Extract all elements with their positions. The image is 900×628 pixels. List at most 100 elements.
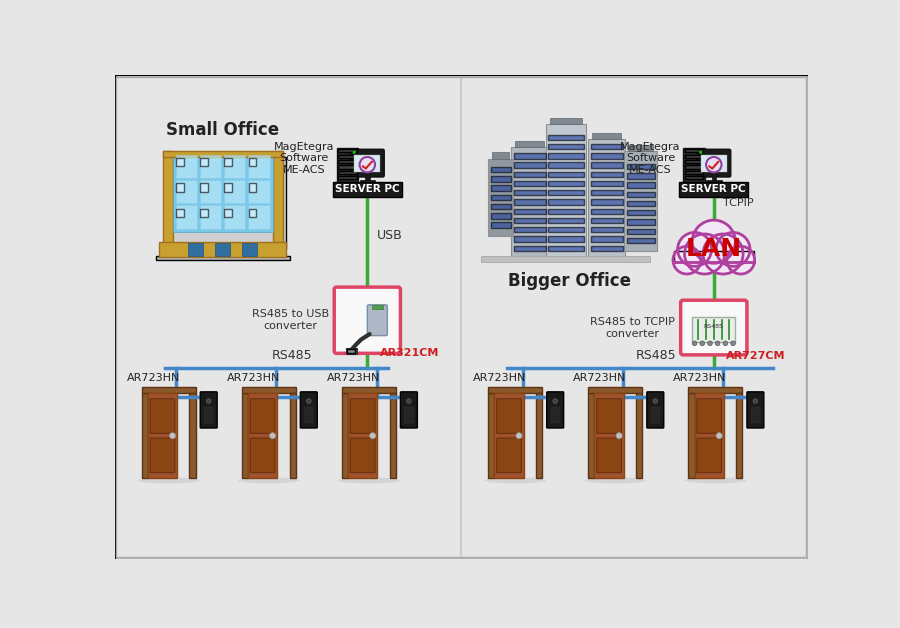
FancyBboxPatch shape bbox=[511, 147, 548, 259]
FancyBboxPatch shape bbox=[224, 208, 232, 217]
FancyBboxPatch shape bbox=[494, 393, 524, 478]
FancyBboxPatch shape bbox=[747, 392, 764, 428]
FancyBboxPatch shape bbox=[350, 399, 375, 433]
FancyBboxPatch shape bbox=[590, 199, 623, 205]
Circle shape bbox=[407, 399, 411, 403]
FancyBboxPatch shape bbox=[348, 393, 377, 478]
Text: RS485: RS485 bbox=[272, 349, 312, 362]
FancyBboxPatch shape bbox=[488, 387, 542, 393]
Text: AR723HN: AR723HN bbox=[673, 374, 726, 383]
FancyBboxPatch shape bbox=[156, 256, 291, 260]
Circle shape bbox=[731, 341, 735, 345]
Circle shape bbox=[353, 151, 356, 154]
FancyBboxPatch shape bbox=[497, 399, 521, 433]
FancyBboxPatch shape bbox=[590, 236, 623, 242]
FancyBboxPatch shape bbox=[200, 154, 221, 178]
FancyBboxPatch shape bbox=[536, 393, 542, 478]
FancyBboxPatch shape bbox=[590, 218, 623, 223]
FancyBboxPatch shape bbox=[176, 180, 197, 203]
Ellipse shape bbox=[138, 477, 200, 484]
FancyBboxPatch shape bbox=[176, 183, 184, 192]
Circle shape bbox=[516, 433, 522, 439]
FancyBboxPatch shape bbox=[338, 171, 356, 174]
FancyBboxPatch shape bbox=[551, 407, 560, 423]
FancyBboxPatch shape bbox=[590, 246, 623, 251]
FancyBboxPatch shape bbox=[592, 133, 621, 139]
FancyBboxPatch shape bbox=[712, 174, 716, 181]
Circle shape bbox=[360, 157, 375, 172]
Circle shape bbox=[706, 157, 722, 172]
FancyBboxPatch shape bbox=[491, 185, 510, 191]
FancyBboxPatch shape bbox=[514, 153, 546, 158]
FancyBboxPatch shape bbox=[290, 393, 296, 478]
Text: AR727CM: AR727CM bbox=[726, 350, 786, 360]
FancyBboxPatch shape bbox=[342, 387, 396, 393]
FancyBboxPatch shape bbox=[514, 199, 546, 205]
FancyBboxPatch shape bbox=[701, 156, 727, 172]
Circle shape bbox=[692, 220, 735, 263]
FancyBboxPatch shape bbox=[141, 387, 195, 393]
FancyBboxPatch shape bbox=[224, 205, 246, 229]
Circle shape bbox=[707, 341, 712, 345]
FancyBboxPatch shape bbox=[514, 208, 546, 214]
FancyBboxPatch shape bbox=[242, 393, 248, 478]
FancyBboxPatch shape bbox=[248, 183, 256, 192]
FancyBboxPatch shape bbox=[515, 141, 544, 147]
Text: ®: ® bbox=[405, 412, 412, 418]
FancyBboxPatch shape bbox=[548, 218, 584, 223]
FancyBboxPatch shape bbox=[491, 195, 510, 200]
FancyBboxPatch shape bbox=[492, 153, 509, 158]
Text: ®: ® bbox=[652, 412, 659, 418]
FancyBboxPatch shape bbox=[248, 208, 256, 217]
FancyBboxPatch shape bbox=[248, 205, 269, 229]
Circle shape bbox=[753, 399, 758, 403]
Ellipse shape bbox=[685, 477, 746, 484]
FancyBboxPatch shape bbox=[589, 393, 595, 478]
FancyBboxPatch shape bbox=[491, 222, 510, 228]
Text: LAN: LAN bbox=[686, 237, 742, 261]
FancyBboxPatch shape bbox=[548, 153, 584, 158]
Ellipse shape bbox=[484, 477, 546, 484]
FancyBboxPatch shape bbox=[548, 236, 584, 242]
FancyBboxPatch shape bbox=[514, 190, 546, 195]
FancyBboxPatch shape bbox=[200, 205, 221, 229]
FancyBboxPatch shape bbox=[333, 181, 402, 197]
FancyBboxPatch shape bbox=[590, 181, 623, 187]
FancyBboxPatch shape bbox=[159, 242, 286, 257]
FancyBboxPatch shape bbox=[546, 392, 563, 428]
FancyBboxPatch shape bbox=[150, 438, 175, 473]
FancyBboxPatch shape bbox=[248, 393, 277, 478]
FancyBboxPatch shape bbox=[685, 149, 703, 153]
FancyBboxPatch shape bbox=[338, 154, 356, 158]
FancyBboxPatch shape bbox=[163, 151, 283, 157]
FancyBboxPatch shape bbox=[242, 243, 257, 256]
FancyBboxPatch shape bbox=[188, 243, 203, 256]
Text: RS485 to USB
converter: RS485 to USB converter bbox=[252, 310, 328, 331]
Text: RS485: RS485 bbox=[635, 349, 676, 362]
FancyBboxPatch shape bbox=[215, 243, 230, 256]
FancyBboxPatch shape bbox=[626, 229, 654, 234]
Text: RS485: RS485 bbox=[704, 324, 724, 329]
Text: TCPIP: TCPIP bbox=[723, 198, 753, 208]
FancyBboxPatch shape bbox=[548, 190, 584, 195]
Text: ®: ® bbox=[752, 412, 759, 418]
FancyBboxPatch shape bbox=[550, 117, 582, 124]
FancyBboxPatch shape bbox=[514, 171, 546, 177]
Text: AR723HN: AR723HN bbox=[473, 374, 526, 383]
FancyBboxPatch shape bbox=[338, 176, 356, 180]
FancyBboxPatch shape bbox=[189, 393, 195, 478]
Ellipse shape bbox=[584, 477, 646, 484]
Text: AR723HN: AR723HN bbox=[327, 374, 380, 383]
Circle shape bbox=[685, 234, 724, 274]
FancyBboxPatch shape bbox=[204, 407, 213, 423]
FancyBboxPatch shape bbox=[491, 167, 510, 172]
Text: MagEtegra
Software
ME-ACS: MagEtegra Software ME-ACS bbox=[620, 141, 680, 175]
FancyBboxPatch shape bbox=[548, 246, 584, 251]
FancyBboxPatch shape bbox=[355, 156, 381, 172]
Circle shape bbox=[716, 232, 750, 266]
FancyBboxPatch shape bbox=[590, 190, 623, 195]
FancyBboxPatch shape bbox=[400, 392, 418, 428]
Ellipse shape bbox=[238, 477, 300, 484]
FancyBboxPatch shape bbox=[548, 134, 584, 140]
FancyBboxPatch shape bbox=[491, 204, 510, 209]
